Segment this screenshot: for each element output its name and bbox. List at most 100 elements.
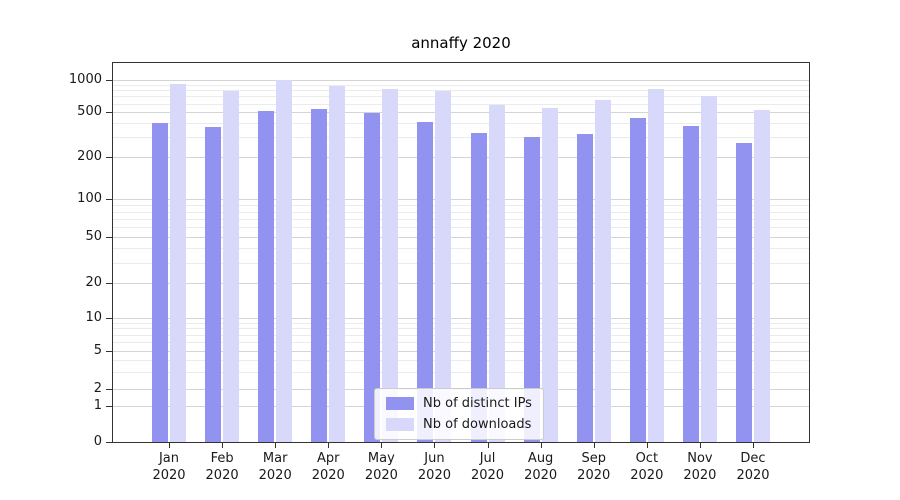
bar-downloads [700,96,717,442]
y-tick-label: 200 [77,149,102,165]
x-tick-mark [434,443,436,448]
x-tick-label: Feb 2020 [192,450,252,484]
y-tick-label: 1 [93,397,102,413]
legend-item-downloads: Nb of downloads [386,417,532,432]
minor-gridline [113,103,809,105]
minor-gridline [113,218,809,220]
y-tick-mark [106,80,112,82]
bar-downloads [488,105,505,442]
y-tick-mark [106,442,112,443]
y-tick-mark [106,405,112,407]
minor-gridline [113,227,809,229]
x-tick-mark [593,443,595,448]
minor-gridline [113,341,809,343]
bar-distinct-ips [629,118,646,442]
major-gridline [113,111,809,113]
minor-gridline [113,211,809,213]
x-tick-year: 2020 [152,468,186,483]
bar-distinct-ips [523,137,540,442]
x-tick-year: 2020 [577,468,611,483]
y-tick-mark [106,389,112,391]
minor-gridline [113,84,809,86]
x-tick-year: 2020 [258,468,292,483]
minor-gridline [113,322,809,324]
bar-downloads [170,83,186,442]
x-tick-year: 2020 [736,468,770,483]
x-tick-label: Aug 2020 [511,450,571,484]
bar-downloads [276,79,293,442]
minor-gridline [113,90,809,92]
x-tick-year: 2020 [205,468,239,483]
y-tick-mark [106,111,112,113]
bar-downloads [594,99,611,442]
bar-distinct-ips [205,126,222,442]
x-tick-label: Dec 2020 [723,450,783,484]
x-tick-mark [222,443,224,448]
bar-distinct-ips [576,134,593,442]
y-tick-mark [106,199,112,201]
x-tick-label: Nov 2020 [670,450,730,484]
x-tick-label: Sep 2020 [564,450,624,484]
x-tick-year: 2020 [470,468,505,483]
minor-gridline [113,122,809,124]
x-tick-year: 2020 [683,468,717,483]
chart-title: annaffy 2020 [411,34,511,52]
major-gridline [113,350,809,352]
x-tick-label: Apr 2020 [298,450,358,484]
legend-label-distinct-ips: Nb of distinct IPs [423,396,532,411]
plot-area [112,62,810,443]
minor-gridline [113,262,809,264]
x-tick-mark [328,443,330,448]
bar-distinct-ips [736,143,752,442]
bar-distinct-ips [470,132,487,442]
major-gridline [113,199,809,201]
minor-gridline [113,137,809,139]
minor-gridline [113,360,809,362]
y-tick-mark [106,157,112,159]
x-tick-mark [699,443,701,448]
minor-gridline [113,205,809,207]
x-tick-label: May 2020 [351,450,411,484]
y-tick-label: 500 [77,103,102,119]
legend-patch-downloads [386,418,414,431]
legend-label-downloads: Nb of downloads [423,417,532,432]
y-tick-mark [106,317,112,319]
bar-distinct-ips [682,126,699,442]
x-tick-label: Jun 2020 [404,450,464,484]
x-tick-mark [540,443,542,448]
x-tick-mark [646,443,648,448]
x-tick-year: 2020 [364,468,398,483]
bar-distinct-ips [364,112,381,442]
y-tick-label: 50 [85,228,102,244]
bar-downloads [647,88,664,442]
y-tick-label: 10 [85,309,102,325]
bar-downloads [382,88,399,442]
minor-gridline [113,328,809,330]
x-tick-mark [753,443,754,448]
y-tick-label: 2 [93,381,102,397]
legend-patch-distinct-ips [386,397,414,410]
x-tick-label: Mar 2020 [245,450,305,484]
y-tick-mark [106,350,112,352]
bar-distinct-ips [311,109,328,442]
x-tick-year: 2020 [630,468,664,483]
y-tick-label: 100 [77,191,102,207]
y-tick-mark [106,282,112,284]
y-tick-label: 1000 [68,72,102,88]
x-tick-mark [487,443,489,448]
x-tick-mark [275,443,277,448]
bar-downloads [754,110,770,442]
major-gridline [113,157,809,159]
bar-downloads [541,107,558,442]
x-tick-year: 2020 [524,468,558,483]
bar-downloads [329,86,346,442]
major-gridline [113,282,809,284]
x-tick-label: Jul 2020 [458,450,518,484]
minor-gridline [113,248,809,250]
x-tick-label: Oct 2020 [617,450,677,484]
minor-gridline [113,334,809,336]
x-tick-year: 2020 [311,468,345,483]
legend-item-distinct-ips: Nb of distinct IPs [386,396,532,411]
major-gridline [113,317,809,319]
